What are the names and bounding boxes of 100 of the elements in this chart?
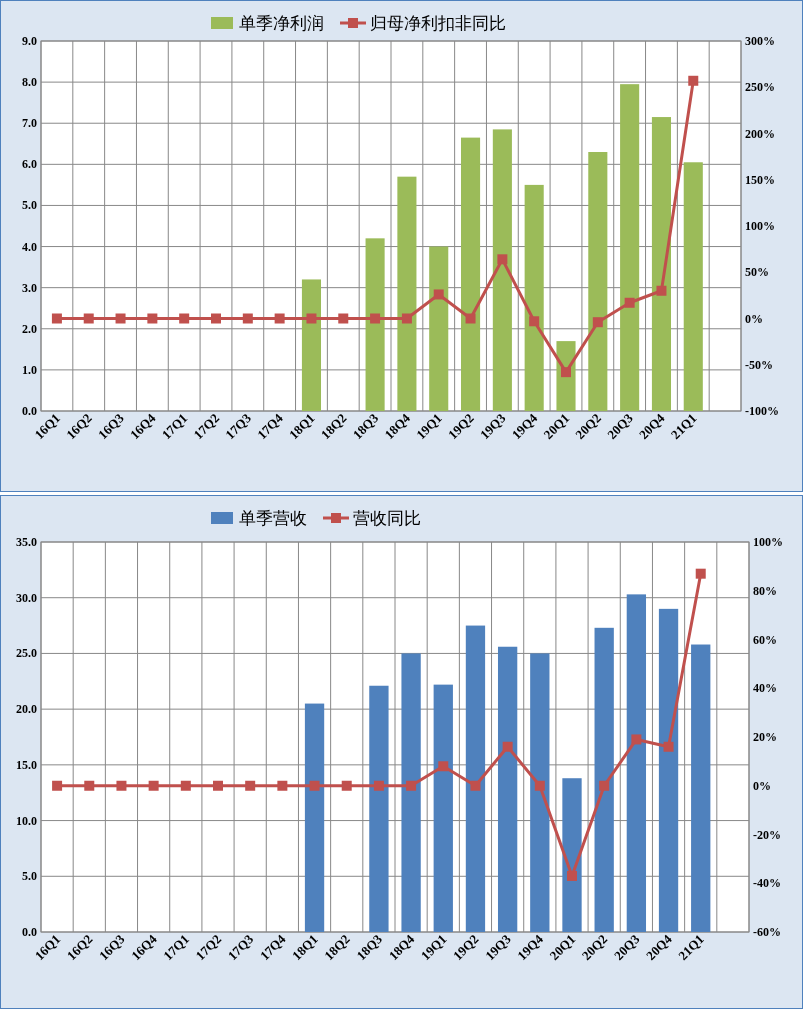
point [309, 780, 320, 791]
y-tick-label: 20.0 [16, 702, 37, 717]
point [470, 780, 481, 791]
point [592, 317, 603, 328]
y-tick-label: 8.0 [22, 75, 37, 90]
y2-tick-label: 0% [745, 311, 763, 326]
y-tick-label: 30.0 [16, 590, 37, 605]
point [534, 780, 545, 791]
point [529, 316, 540, 327]
point [465, 313, 476, 324]
legend-label: 单季净利润 [239, 13, 324, 33]
y2-tick-label: 80% [753, 583, 777, 598]
point [306, 313, 317, 324]
point [115, 313, 126, 324]
point [373, 780, 384, 791]
point [338, 313, 349, 324]
y2-tick-label: 0% [753, 778, 771, 793]
point [599, 780, 610, 791]
bar [397, 176, 417, 411]
bar [562, 778, 582, 932]
y2-tick-label: 150% [745, 172, 775, 187]
y-tick-label: 5.0 [22, 198, 37, 213]
point [567, 870, 577, 881]
point [83, 313, 94, 324]
point [502, 741, 513, 752]
y-tick-label: 10.0 [16, 813, 37, 828]
bar [497, 646, 518, 932]
y2-tick-label: 200% [745, 126, 775, 141]
bar [691, 644, 711, 932]
bar [683, 162, 703, 411]
y-tick-label: 4.0 [22, 239, 37, 254]
bar [626, 594, 647, 932]
y-tick-label: 35.0 [16, 535, 37, 549]
bar [465, 625, 486, 932]
point [695, 568, 706, 579]
y-tick-label: 6.0 [22, 157, 37, 172]
y2-tick-label: -40% [753, 876, 781, 891]
point [211, 313, 221, 324]
point [561, 367, 571, 378]
point [242, 313, 253, 324]
y-tick-label: 15.0 [16, 757, 37, 772]
point [370, 313, 381, 324]
y-tick-label: 25.0 [16, 646, 37, 661]
point [433, 289, 444, 300]
bar [365, 238, 385, 411]
y2-tick-label: -60% [753, 925, 781, 939]
y2-tick-label: -100% [745, 404, 779, 418]
bar [401, 653, 421, 932]
bar [492, 129, 512, 411]
y2-tick-label: -50% [745, 357, 773, 372]
bar [433, 684, 453, 932]
point [180, 780, 191, 791]
legend-label: 单季营收 [239, 508, 307, 528]
bar [304, 703, 325, 932]
y-tick-label: 9.0 [22, 34, 37, 48]
y2-tick-label: 100% [745, 219, 775, 233]
y-tick-label: 7.0 [22, 116, 37, 131]
point [497, 254, 508, 265]
bar [620, 84, 640, 411]
y-tick-label: 2.0 [22, 321, 37, 336]
y-tick-label: 1.0 [22, 362, 37, 377]
y-tick-label: 3.0 [22, 280, 37, 295]
point [631, 734, 642, 745]
point [688, 75, 699, 86]
bar [369, 685, 389, 932]
point [52, 780, 63, 791]
point [84, 780, 95, 791]
bar [658, 608, 679, 932]
point [51, 313, 62, 324]
bar [530, 653, 550, 932]
point [438, 761, 449, 772]
bar [588, 152, 608, 411]
point [656, 285, 667, 296]
bar [301, 279, 321, 411]
y2-tick-label: -20% [753, 827, 781, 842]
y-tick-label: 0.0 [22, 404, 37, 418]
y2-tick-label: 100% [753, 535, 783, 549]
point [663, 741, 674, 752]
point [341, 780, 352, 791]
point [624, 297, 635, 308]
point [147, 313, 158, 324]
y2-tick-label: 40% [753, 681, 777, 696]
y2-tick-label: 300% [745, 34, 775, 48]
bar [461, 137, 481, 411]
point [406, 780, 417, 791]
bar [429, 246, 449, 411]
bar [524, 184, 544, 411]
point [401, 313, 412, 324]
bar [651, 117, 671, 411]
point [148, 780, 159, 791]
legend-label: 营收同比 [353, 508, 421, 528]
point [213, 780, 223, 791]
point [245, 780, 256, 791]
y2-tick-label: 50% [745, 265, 769, 280]
y2-tick-label: 60% [753, 632, 777, 647]
y-tick-label: 5.0 [22, 869, 37, 884]
point [274, 313, 285, 324]
point [277, 780, 288, 791]
point [179, 313, 190, 324]
legend-label: 归母净利扣非同比 [370, 13, 506, 33]
